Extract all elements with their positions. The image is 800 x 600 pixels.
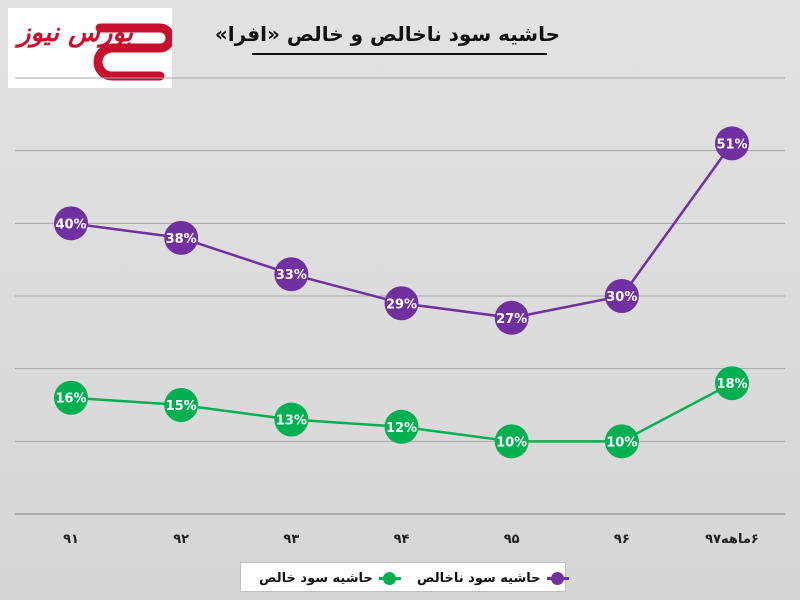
data-label: 16% — [55, 392, 86, 407]
data-label: 51% — [716, 137, 747, 152]
data-label: 29% — [386, 297, 417, 312]
data-point — [715, 126, 749, 161]
data-label: 10% — [606, 435, 637, 450]
legend-item-net: حاشیه سود خالص — [259, 568, 401, 588]
logo-text: بورس نیوز — [18, 18, 134, 48]
x-tick-label: ۶ماهه۹۷ — [705, 532, 759, 547]
legend-item-gross: حاشیه سود ناخالص — [417, 568, 569, 588]
x-tick-label: ۹۶ — [614, 532, 630, 547]
data-label: 27% — [496, 312, 527, 327]
chart-title: حاشیه سود ناخالص و خالص «افرا» — [214, 22, 560, 46]
x-tick-label: ۹۴ — [394, 532, 410, 547]
data-point — [384, 286, 419, 321]
brand-logo: بورس نیوز — [8, 8, 175, 88]
legend: حاشیه سود خالص حاشیه سود ناخالص — [240, 562, 569, 592]
x-tick-label: ۹۱ — [63, 532, 79, 547]
data-point — [604, 424, 639, 459]
data-point — [54, 206, 88, 241]
data-point — [54, 380, 88, 415]
data-label: 33% — [276, 268, 307, 283]
legend-label-net: حاشیه سود خالص — [259, 570, 373, 586]
title-underline — [252, 53, 547, 55]
x-tick-label: ۹۲ — [173, 532, 189, 547]
grid-lines — [15, 77, 785, 442]
data-label: 15% — [166, 399, 197, 414]
data-point — [274, 402, 309, 437]
data-point — [164, 388, 199, 422]
data-point — [274, 257, 309, 292]
x-tick-label: ۹۵ — [504, 532, 520, 547]
line-chart: ۹۱ ۹۲ ۹۳ ۹۴ ۹۵ ۹۶ ۶ماهه۹۷ 40% 38% 33% 29% 27% 30% 51… — [15, 77, 785, 547]
x-tick-label: ۹۳ — [283, 532, 299, 547]
data-point — [494, 300, 529, 335]
legend-swatch-net — [378, 571, 401, 585]
data-label: 10% — [496, 435, 527, 450]
data-label: 12% — [386, 421, 417, 436]
data-point — [715, 366, 749, 401]
data-point — [164, 220, 199, 255]
data-point — [604, 279, 639, 313]
data-point — [384, 409, 419, 444]
data-label: 13% — [276, 414, 307, 429]
data-point — [494, 424, 529, 459]
data-label: 40% — [55, 217, 86, 232]
x-axis: ۹۱ ۹۲ ۹۳ ۹۴ ۹۵ ۹۶ ۶ماهه۹۷ — [15, 513, 785, 547]
legend-label-gross: حاشیه سود ناخالص — [417, 570, 541, 586]
series-points: 40% 38% 33% 29% 27% 30% 51% 16% 15% 13% 12% 10% 10% 1… — [54, 126, 749, 459]
data-label: 30% — [606, 290, 637, 305]
legend-swatch-gross — [546, 571, 569, 585]
logo-mark — [93, 23, 175, 81]
data-label: 18% — [716, 377, 747, 392]
data-label: 38% — [166, 232, 197, 247]
